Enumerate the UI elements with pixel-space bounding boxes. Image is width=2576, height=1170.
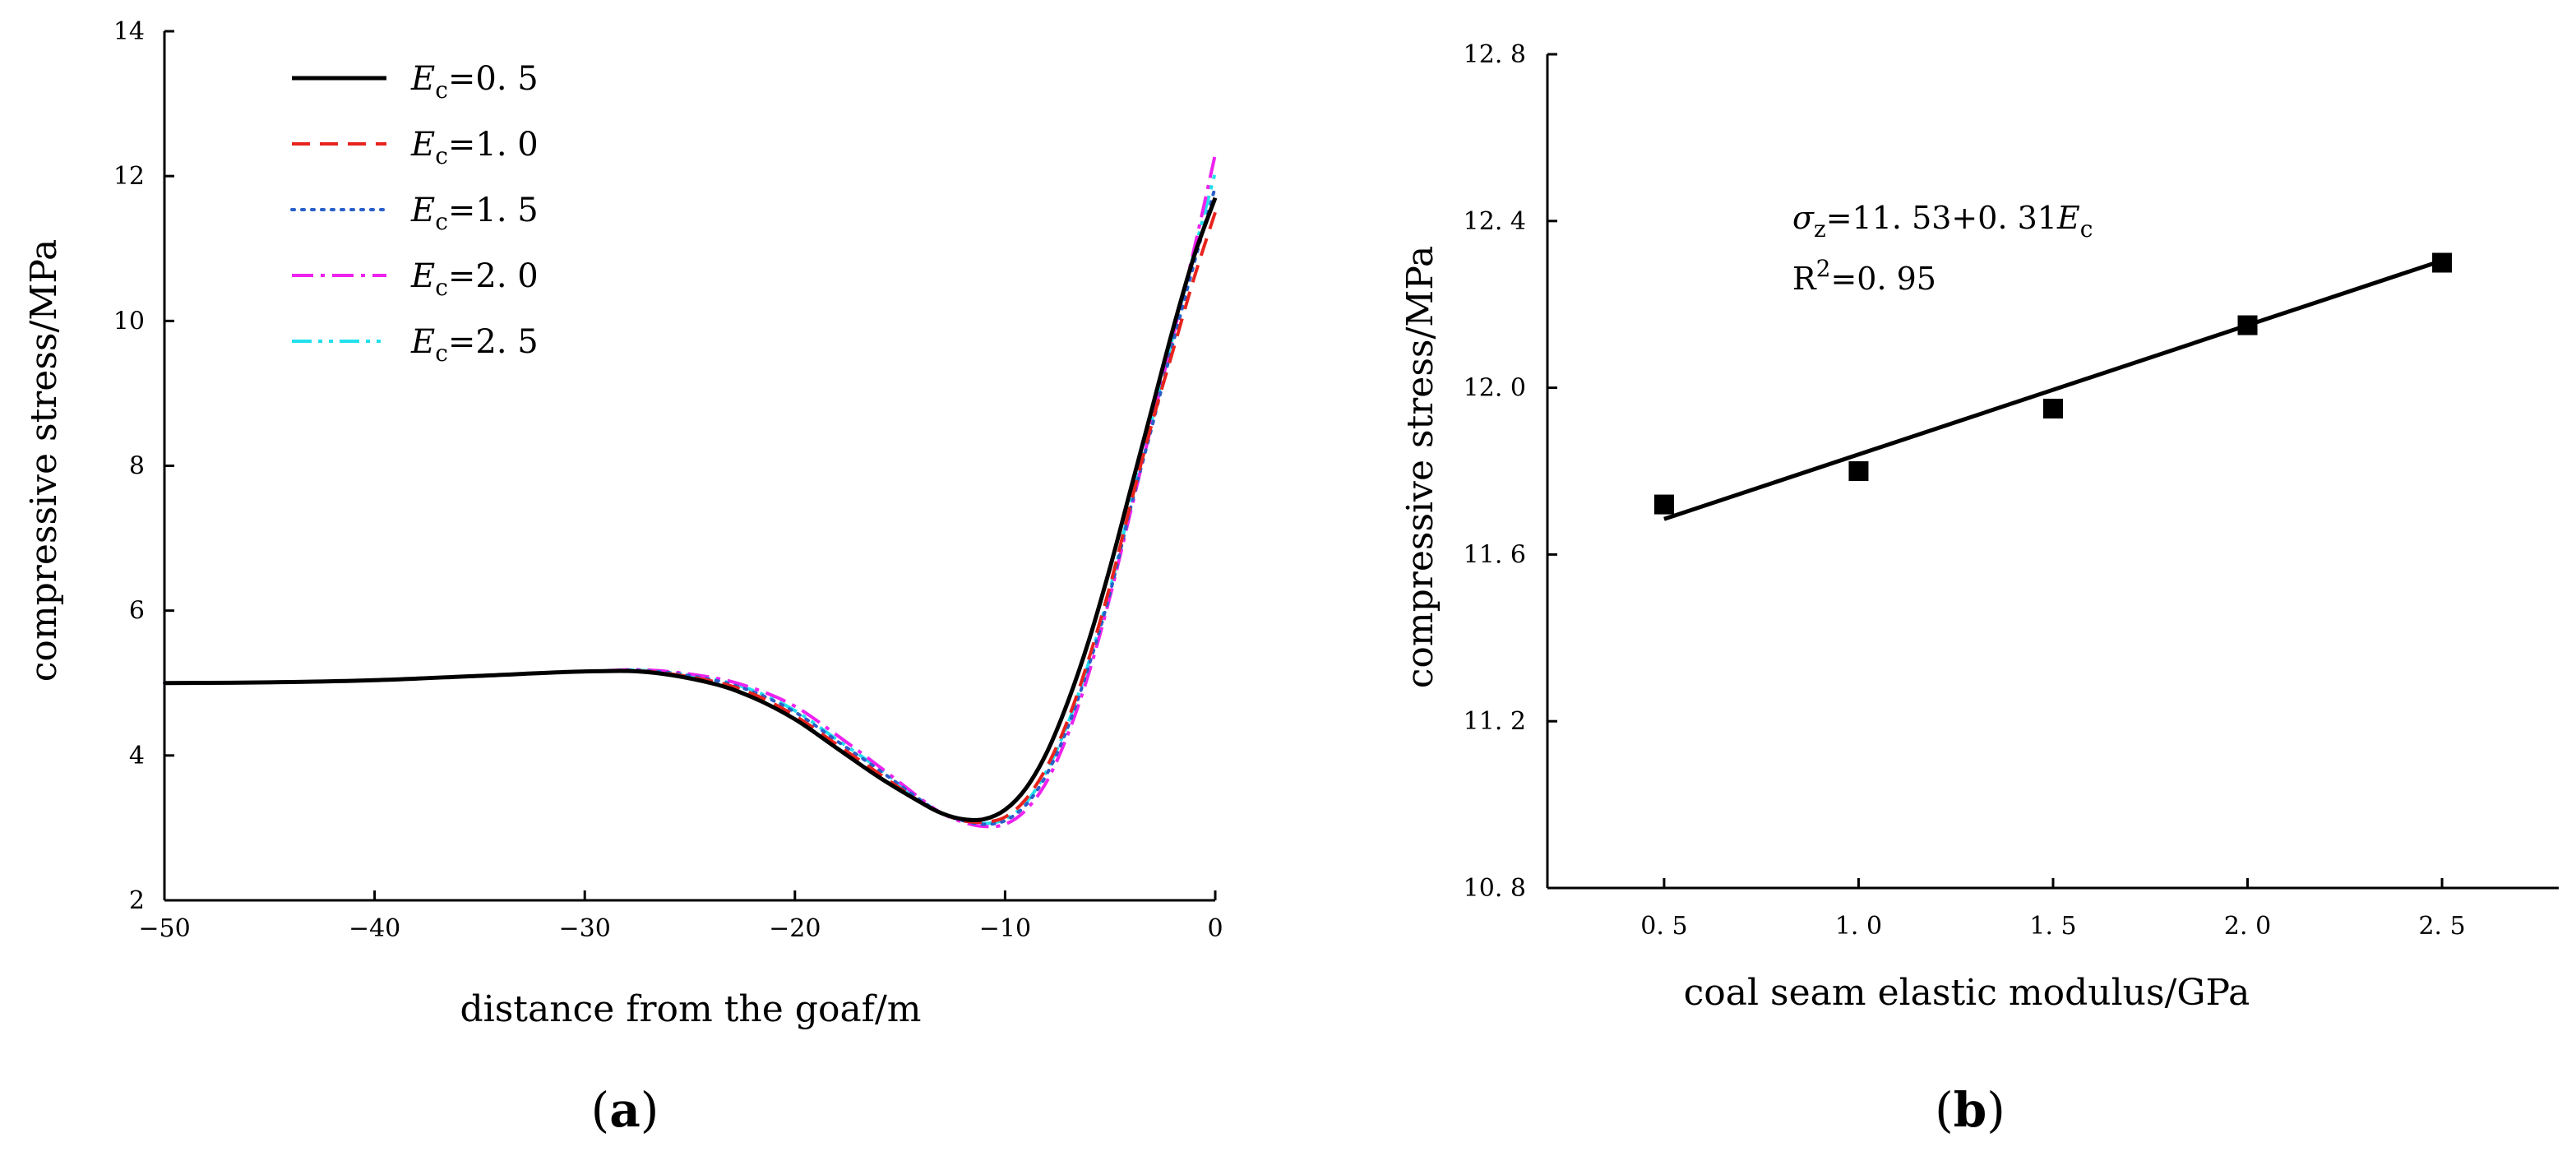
chart-a-y-tick-label: 6 [129, 597, 145, 626]
chart-a-ticks: −50 −40 −30 −20 −10 0 2 4 6 8 10 12 14 [113, 17, 1223, 943]
chart-a-legend-label: Ec=2. 0 [410, 257, 539, 301]
chart-b-axes [1546, 54, 2559, 890]
chart-a-x-tick-label: −10 [979, 914, 1031, 943]
equation-body: =11. 53+0. 31 [1826, 200, 2057, 236]
chart-b: 0. 5 1. 0 1. 5 2. 0 2. 5 10. 8 11. 2 11. 6 12. 0… [1399, 40, 2559, 1138]
chart-a-panel-letter: a [609, 1082, 641, 1138]
chart-a-y-tick-label: 8 [129, 452, 145, 481]
r-squared-prefix: R [1792, 261, 1817, 297]
chart-a-y-tick-label: 14 [113, 17, 145, 46]
chart-a-legend-label: Ec=2. 5 [410, 323, 539, 367]
chart-a-legend-label: Ec=1. 0 [410, 126, 539, 169]
chart-b-panel-label: (b) [1935, 1082, 2005, 1138]
chart-a-y-tick-label: 2 [129, 886, 145, 915]
chart-b-panel-letter: b [1954, 1082, 1987, 1138]
chart-a-series-group [163, 154, 1218, 829]
chart-a: −50 −40 −30 −20 −10 0 2 4 6 8 10 12 14 distance from… [23, 17, 1223, 1138]
r-squared-value: =0. 95 [1830, 261, 1936, 297]
chart-b-equation: σz=11. 53+0. 31Ec [1792, 200, 2093, 243]
chart-b-xlabel: coal seam elastic modulus/GPa [1684, 972, 2250, 1014]
equation-var: E [2056, 200, 2080, 236]
chart-a-panel-label: (a) [591, 1082, 659, 1138]
chart-a-ylabel: compressive stress/MPa [23, 239, 65, 682]
chart-b-r-squared: R2=0. 95 [1792, 255, 1936, 297]
chart-b-data-point [2237, 315, 2258, 335]
chart-b-y-tick-label: 12. 8 [1464, 40, 1526, 69]
chart-a-y-tick-label: 12 [113, 162, 145, 191]
chart-b-fit-line [1663, 258, 2443, 521]
chart-b-ylabel: compressive stress/MPa [1399, 246, 1441, 688]
chart-b-x-tick-label: 1. 0 [1835, 912, 1882, 941]
chart-a-x-tick-label: −50 [138, 914, 190, 943]
chart-b-y-tick-label: 11. 6 [1464, 540, 1526, 569]
chart-b-data-point [2043, 398, 2063, 419]
chart-b-data-point [1653, 494, 1674, 515]
chart-a-y-tick-label: 10 [113, 307, 145, 335]
chart-a-axes [163, 31, 1215, 902]
chart-a-legend-label: Ec=1. 5 [410, 192, 539, 235]
chart-a-legend: Ec=0. 5 Ec=1. 0 Ec=1. 5 Ec=2. 0 Ec=2. 5 [290, 60, 539, 367]
chart-b-y-tick-label: 11. 2 [1464, 707, 1526, 736]
chart-a-x-tick-label: 0 [1207, 914, 1223, 943]
chart-b-fit-line-group [1663, 258, 2443, 521]
equation-var-sub: c [2080, 215, 2093, 243]
chart-a-legend-label: Ec=0. 5 [410, 60, 539, 104]
chart-b-data-point [2432, 252, 2453, 273]
chart-a-xlabel: distance from the goaf/m [460, 988, 921, 1030]
chart-b-data-point [1848, 461, 1869, 481]
chart-a-x-tick-label: −40 [349, 914, 400, 943]
chart-b-y-tick-label: 10. 8 [1464, 874, 1526, 903]
equation-sigma-sub: z [1814, 215, 1826, 243]
r-squared-sup: 2 [1816, 255, 1831, 282]
chart-b-x-tick-label: 1. 5 [2029, 912, 2076, 941]
chart-b-x-tick-label: 2. 5 [2418, 912, 2465, 941]
chart-b-x-tick-label: 0. 5 [1640, 912, 1687, 941]
chart-b-ticks: 0. 5 1. 0 1. 5 2. 0 2. 5 10. 8 11. 2 11. 6 12. 0… [1464, 40, 2466, 941]
chart-a-series-line [164, 197, 1218, 823]
chart-a-x-tick-label: −20 [769, 914, 821, 943]
chart-b-y-tick-label: 12. 4 [1464, 207, 1526, 236]
chart-b-points [1653, 252, 2453, 515]
equation-sigma: σ [1792, 200, 1815, 236]
chart-b-y-tick-label: 12. 0 [1464, 374, 1526, 403]
chart-a-y-tick-label: 4 [129, 742, 145, 770]
chart-b-x-tick-label: 2. 0 [2224, 912, 2271, 941]
chart-a-x-tick-label: −30 [559, 914, 611, 943]
